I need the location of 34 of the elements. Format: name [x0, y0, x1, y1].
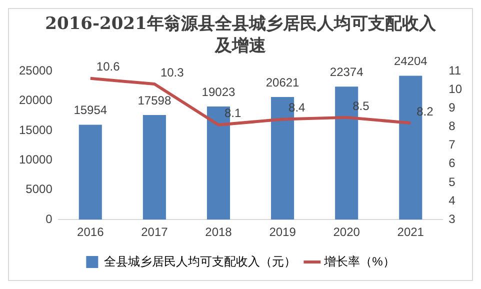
y2-tick-label: 9 [448, 100, 456, 114]
y2-tick-label: 8 [448, 119, 456, 134]
legend-label: 增长率（%） [323, 254, 395, 268]
bar [142, 115, 166, 220]
y-tick-label: 0 [46, 212, 53, 226]
y2-tick-label: 7 [448, 138, 456, 152]
data-label: 10.3 [160, 65, 184, 80]
data-label: 19023 [202, 84, 236, 99]
data-label: 22374 [330, 64, 364, 79]
y2-tick-label: 5 [448, 174, 456, 189]
x-tick-label: 2020 [333, 225, 360, 240]
y-tick-label: 20000 [18, 93, 53, 108]
y-tick-label: 10000 [18, 152, 53, 166]
y2-tick-label: 10 [448, 82, 462, 96]
y-tick-label: 5000 [26, 182, 53, 196]
y2-tick-label: 3 [448, 212, 456, 226]
chart-title: 2016-2021年翁源县全县城乡居民人均可支配收入及增速 [45, 14, 436, 56]
legend-label: 全县城乡居民人均可支配收入（元） [104, 254, 296, 268]
y2-tick-label: 4 [448, 193, 456, 208]
x-tick-label: 2021 [397, 225, 424, 240]
y2-tick-label: 11 [448, 63, 462, 78]
data-label: 10.6 [96, 60, 120, 74]
data-label: 24204 [394, 54, 428, 68]
y-tick-label: 25000 [18, 63, 53, 78]
data-label: 15954 [74, 103, 108, 118]
x-tick-label: 2018 [205, 225, 232, 240]
data-label: 20621 [266, 75, 300, 90]
y-tick-label: 15000 [18, 122, 53, 137]
x-tick-label: 2019 [269, 225, 296, 240]
x-tick-label: 2016 [77, 225, 104, 240]
y2-tick-label: 6 [448, 156, 456, 170]
x-tick-label: 2017 [141, 225, 168, 240]
bar [78, 124, 102, 220]
data-label: 17598 [138, 93, 172, 108]
